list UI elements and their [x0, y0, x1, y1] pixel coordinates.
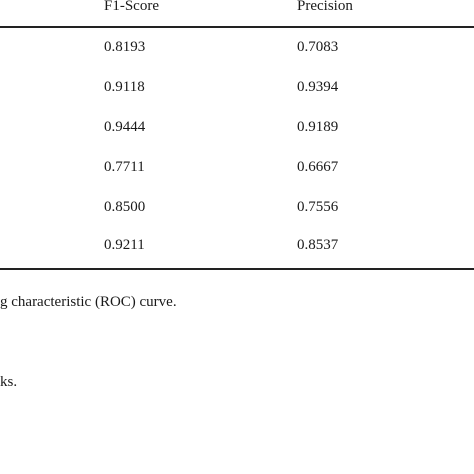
f1-score-cell: 0.7711	[104, 159, 145, 175]
table-footnote-roc: g characteristic (ROC) curve.	[0, 294, 177, 310]
precision-cell: 0.8537	[297, 237, 339, 253]
column-header-precision: Precision	[297, 0, 353, 14]
precision-cell: 0.9189	[297, 119, 339, 135]
f1-score-cell: 0.8500	[104, 199, 146, 215]
precision-cell: 0.7083	[297, 39, 339, 55]
precision-cell: 0.9394	[297, 79, 339, 95]
f1-score-cell: 0.9444	[104, 119, 146, 135]
f1-score-cell: 0.8193	[104, 39, 146, 55]
table-bottom-rule	[0, 268, 474, 270]
precision-cell: 0.7556	[297, 199, 339, 215]
precision-cell: 0.6667	[297, 159, 339, 175]
f1-score-cell: 0.9118	[104, 79, 145, 95]
column-header-f1-score: F1-Score	[104, 0, 159, 14]
table-header-rule	[0, 26, 474, 28]
table-footnote-fragment: ks.	[0, 374, 18, 390]
f1-score-cell: 0.9211	[104, 237, 145, 253]
